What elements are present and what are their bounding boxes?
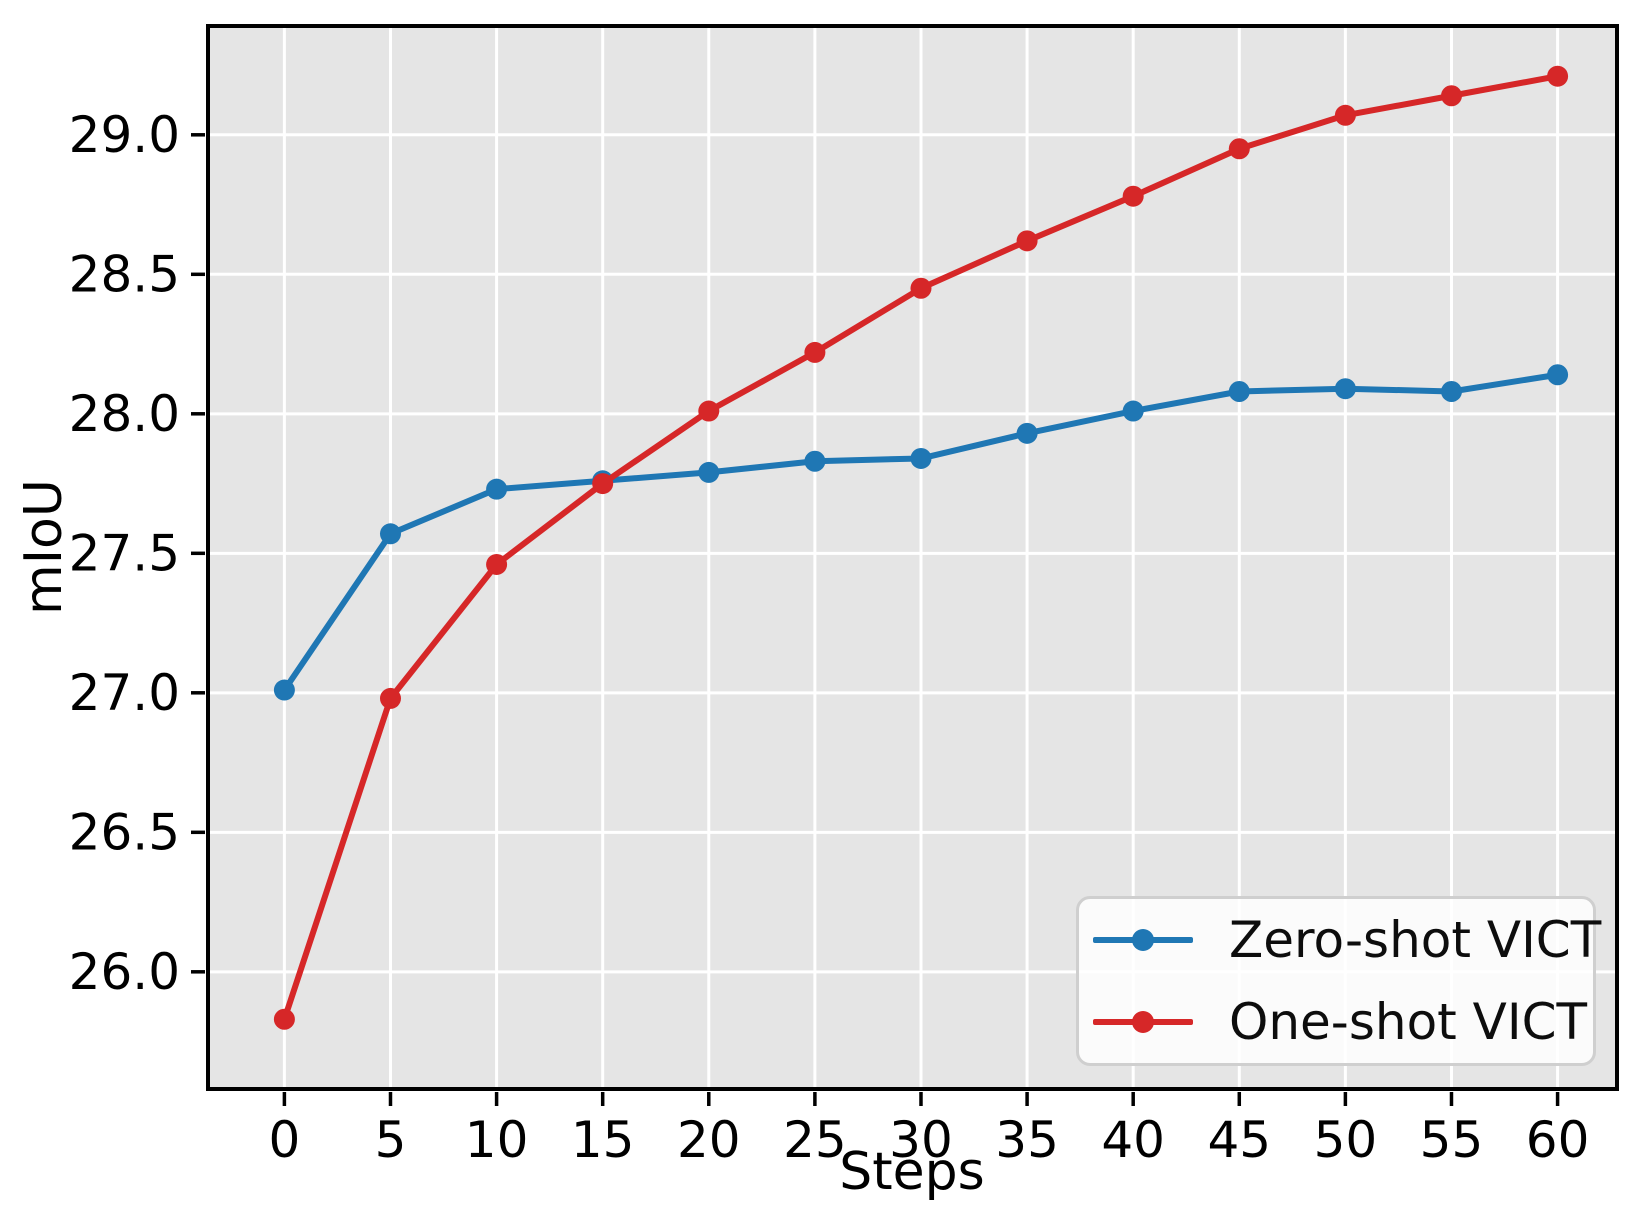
data-point xyxy=(1122,185,1144,207)
data-point xyxy=(1016,422,1038,444)
data-point xyxy=(698,400,720,422)
x-tick-label: 0 xyxy=(268,1111,300,1169)
x-tick-label: 10 xyxy=(465,1111,529,1169)
data-point xyxy=(486,478,508,500)
data-point xyxy=(1334,104,1356,126)
y-tick-label: 26.5 xyxy=(69,803,180,861)
legend-label-one-shot: One-shot VICT xyxy=(1229,993,1588,1051)
x-tick-label: 30 xyxy=(889,1111,953,1169)
y-tick-label: 29.0 xyxy=(69,106,180,164)
data-point xyxy=(379,687,401,709)
legend-item-zero-shot: Zero-shot VICT xyxy=(1079,899,1601,981)
x-tick-label: 50 xyxy=(1314,1111,1378,1169)
data-point xyxy=(273,679,295,701)
data-point xyxy=(1334,378,1356,400)
x-tick-label: 60 xyxy=(1526,1111,1590,1169)
legend-sample-one-shot xyxy=(1093,1011,1193,1033)
legend-marker-icon xyxy=(1132,1011,1154,1033)
axes-border xyxy=(206,24,1619,1091)
data-point xyxy=(910,277,932,299)
data-point xyxy=(1228,380,1250,402)
x-axis-label: Steps xyxy=(839,1142,985,1202)
data-point xyxy=(1547,65,1569,87)
x-tick-label: 45 xyxy=(1207,1111,1271,1169)
y-tick-label: 28.0 xyxy=(69,385,180,443)
x-tick-label: 5 xyxy=(375,1111,407,1169)
legend: Zero-shot VICT One-shot VICT xyxy=(1076,896,1601,1066)
x-tick-label: 40 xyxy=(1101,1111,1165,1169)
legend-item-one-shot: One-shot VICT xyxy=(1079,981,1593,1063)
data-point xyxy=(1547,364,1569,386)
data-point xyxy=(1016,230,1038,252)
data-point xyxy=(1440,85,1462,107)
x-tick-label: 25 xyxy=(783,1111,847,1169)
y-tick-label: 26.0 xyxy=(69,943,180,1001)
y-tick-label: 27.0 xyxy=(69,664,180,722)
data-point xyxy=(804,341,826,363)
x-tick-label: 35 xyxy=(995,1111,1059,1169)
legend-sample-zero-shot xyxy=(1093,929,1193,951)
data-point xyxy=(486,553,508,575)
data-point xyxy=(1228,138,1250,160)
data-point xyxy=(379,523,401,545)
data-point xyxy=(910,447,932,469)
x-tick-label: 20 xyxy=(677,1111,741,1169)
y-tick-label: 28.5 xyxy=(69,245,180,303)
x-tick-label: 15 xyxy=(571,1111,635,1169)
y-axis-label: mIoU xyxy=(14,479,74,615)
data-point xyxy=(804,450,826,472)
data-point xyxy=(592,473,614,495)
data-point xyxy=(698,461,720,483)
y-tick-label: 27.5 xyxy=(69,524,180,582)
data-point xyxy=(1122,400,1144,422)
x-tick-label: 55 xyxy=(1420,1111,1484,1169)
legend-label-zero-shot: Zero-shot VICT xyxy=(1229,911,1602,969)
data-point xyxy=(273,1008,295,1030)
legend-marker-icon xyxy=(1132,929,1154,951)
data-point xyxy=(1440,380,1462,402)
